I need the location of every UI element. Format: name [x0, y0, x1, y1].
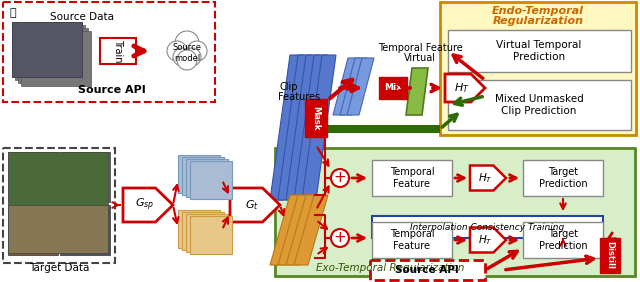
Text: Source Data: Source Data	[50, 12, 114, 22]
Bar	[12, 22, 82, 77]
Text: Source
model: Source model	[173, 43, 202, 63]
Bar	[190, 161, 232, 199]
Bar	[100, 38, 136, 64]
Text: +: +	[333, 230, 346, 246]
Polygon shape	[278, 55, 312, 200]
Bar	[178, 155, 220, 193]
Text: Temporal Feature: Temporal Feature	[378, 43, 462, 53]
Circle shape	[167, 41, 187, 61]
Circle shape	[183, 48, 201, 66]
Bar	[190, 216, 232, 254]
Polygon shape	[406, 68, 428, 115]
Bar	[370, 260, 485, 280]
Circle shape	[175, 31, 199, 55]
Bar	[3, 148, 115, 263]
Text: Endo-Temporal: Endo-Temporal	[492, 6, 584, 16]
Bar	[60, 152, 110, 202]
Text: Exo-Temporal Regularization: Exo-Temporal Regularization	[316, 263, 464, 273]
Bar	[523, 222, 603, 258]
Bar	[182, 157, 224, 195]
Text: Mask: Mask	[312, 106, 321, 130]
Polygon shape	[278, 195, 312, 265]
Bar	[15, 25, 85, 80]
Text: $H_T$: $H_T$	[478, 171, 493, 185]
Bar	[275, 148, 635, 276]
Bar	[12, 22, 82, 77]
Bar	[523, 160, 603, 196]
Text: Mix: Mix	[384, 83, 402, 92]
Bar	[379, 77, 407, 99]
Text: Temporal
Feature: Temporal Feature	[390, 167, 435, 189]
Text: Mixed Unmasked
Clip Prediction: Mixed Unmasked Clip Prediction	[495, 94, 584, 116]
Polygon shape	[286, 195, 320, 265]
Text: $H_T$: $H_T$	[478, 233, 493, 247]
Bar	[372, 222, 452, 258]
Bar	[60, 205, 110, 255]
Polygon shape	[286, 55, 320, 200]
Polygon shape	[333, 58, 360, 115]
Bar	[8, 205, 58, 255]
Bar	[305, 99, 327, 137]
Bar	[8, 152, 58, 202]
Text: Distill: Distill	[605, 241, 614, 269]
Polygon shape	[302, 55, 336, 200]
Bar	[600, 237, 620, 272]
Bar	[21, 31, 91, 86]
Bar	[178, 210, 220, 248]
Text: Target
Prediction: Target Prediction	[539, 229, 588, 251]
Circle shape	[331, 169, 349, 187]
Text: +: +	[333, 171, 346, 186]
Text: Source API: Source API	[78, 85, 146, 95]
Polygon shape	[270, 195, 304, 265]
Text: $G_t$: $G_t$	[244, 198, 259, 212]
Polygon shape	[270, 55, 304, 200]
Bar	[448, 30, 631, 72]
Polygon shape	[470, 166, 506, 191]
Text: Interpolation Consistency Training: Interpolation Consistency Training	[410, 222, 564, 232]
Text: Clip: Clip	[280, 82, 298, 92]
Circle shape	[331, 229, 349, 247]
Bar	[8, 152, 108, 252]
Bar	[440, 2, 636, 135]
Text: Temporal
Feature: Temporal Feature	[390, 229, 435, 251]
Polygon shape	[470, 228, 506, 252]
Bar	[372, 216, 603, 238]
Text: $G_{sp}$: $G_{sp}$	[135, 197, 154, 213]
Polygon shape	[340, 58, 367, 115]
Circle shape	[187, 41, 207, 61]
Text: Train: Train	[113, 39, 123, 63]
Text: Target Data: Target Data	[29, 263, 89, 273]
Bar	[372, 160, 452, 196]
Text: Source API: Source API	[395, 265, 459, 275]
Text: Features: Features	[278, 92, 320, 102]
Text: Target
Prediction: Target Prediction	[539, 167, 588, 189]
Circle shape	[173, 48, 191, 66]
Polygon shape	[294, 55, 328, 200]
Polygon shape	[347, 58, 374, 115]
Text: 🔒: 🔒	[10, 8, 17, 18]
Text: Regularization: Regularization	[493, 16, 584, 26]
Bar	[182, 212, 224, 250]
Bar	[186, 159, 228, 197]
Bar	[3, 2, 215, 102]
Polygon shape	[294, 195, 328, 265]
Bar	[8, 205, 108, 253]
Bar	[186, 214, 228, 252]
Bar	[448, 80, 631, 130]
Text: Virtual: Virtual	[404, 53, 436, 63]
Text: Virtual Temporal
Prediction: Virtual Temporal Prediction	[496, 40, 582, 62]
Bar	[18, 28, 88, 83]
Polygon shape	[230, 188, 280, 222]
Circle shape	[177, 50, 197, 70]
Polygon shape	[123, 188, 173, 222]
Text: $H_T$: $H_T$	[454, 81, 470, 95]
Polygon shape	[445, 74, 485, 102]
Polygon shape	[310, 125, 440, 133]
